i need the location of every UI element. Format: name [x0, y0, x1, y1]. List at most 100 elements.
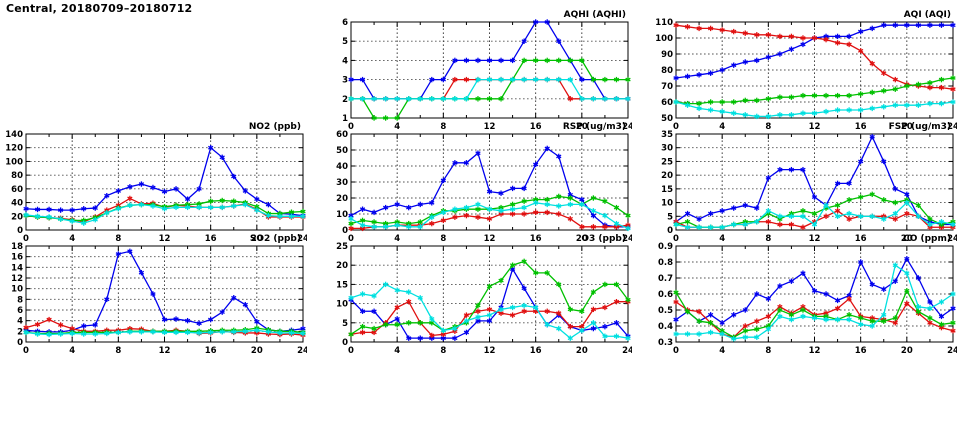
y-tick-label: 0: [667, 226, 673, 236]
x-tick-label: 4: [719, 346, 725, 356]
x-tick-label: 12: [809, 234, 821, 244]
x-tick-label: 24: [297, 346, 307, 356]
x-tick-label: 0: [23, 346, 29, 356]
y-tick-label: 10: [336, 210, 348, 220]
x-tick-label: 4: [394, 346, 400, 356]
series-blue: [673, 22, 956, 81]
x-tick-label: 8: [765, 122, 771, 132]
x-tick-label: 16: [205, 234, 217, 244]
y-tick-label: 110: [655, 18, 673, 28]
panel-o3: O3 (ppb) 0 5 10 15 20 25 0 4 8 12 16 20 24: [336, 234, 632, 356]
y-tick-label: 10: [661, 199, 673, 209]
x-tick-label: 24: [622, 234, 632, 244]
y-tick-label: 15: [661, 185, 673, 195]
series-cyan: [348, 76, 631, 102]
y-tick-label: 0.6: [658, 290, 673, 300]
y-tick-label: 0: [17, 338, 23, 348]
x-tick-label: 20: [576, 234, 588, 244]
y-tick-label: 0: [17, 226, 23, 236]
x-tick-label: 8: [440, 122, 446, 132]
x-tick-label: 12: [159, 346, 171, 356]
x-tick-label: 4: [69, 346, 75, 356]
series-green: [348, 258, 631, 338]
y-tick-label: 5: [667, 212, 673, 222]
panel-aqi: AQI (AQI) 50 60 70 80 90 100 110 0 4 8 12 16 20 24: [655, 10, 957, 132]
y-tick-label: 70: [661, 82, 673, 92]
x-tick-label: 24: [947, 346, 957, 356]
y-tick-label: 0: [342, 338, 348, 348]
panel-rsp: RSP (ug/m3) 0 10 20 30 40 50 60 0 4 8 12 16 20 24: [336, 122, 632, 244]
x-tick-label: 8: [115, 346, 121, 356]
series-cyan: [23, 201, 306, 226]
y-tick-label: 20: [661, 171, 673, 181]
x-tick-label: 0: [23, 234, 29, 244]
y-tick-label: 0.7: [658, 274, 673, 284]
y-tick-label: 12: [11, 274, 23, 284]
series-cyan: [673, 99, 956, 120]
x-tick-label: 12: [484, 122, 496, 132]
y-tick-label: 14: [11, 263, 23, 273]
y-tick-label: 5: [342, 319, 348, 329]
y-tick-label: 6: [342, 18, 348, 28]
y-tick-label: 0.8: [658, 258, 673, 268]
y-tick-label: 16: [11, 253, 23, 263]
x-tick-label: 16: [530, 234, 542, 244]
series-red: [348, 298, 631, 339]
y-tick-label: 10: [11, 285, 23, 295]
y-tick-label: 18: [11, 242, 23, 252]
panel-title-aqhi: AQHI (AQHI): [563, 10, 626, 20]
x-tick-label: 24: [297, 234, 307, 244]
y-tick-label: 20: [11, 212, 23, 222]
x-tick-label: 24: [947, 234, 957, 244]
x-tick-label: 8: [440, 346, 446, 356]
x-tick-label: 20: [576, 346, 588, 356]
x-tick-label: 20: [251, 346, 263, 356]
series-green: [673, 75, 956, 107]
panel-aqhi: AQHI (AQHI) 1 2 3 4 5 6 0 4 8 12 16 20 24: [342, 10, 632, 132]
chart-o3: 0 5 10 15 20 25 0 4 8 12 16 20 24: [336, 242, 632, 356]
x-tick-label: 24: [622, 122, 632, 132]
x-tick-label: 0: [673, 346, 679, 356]
x-tick-label: 8: [440, 234, 446, 244]
y-tick-label: 120: [5, 144, 23, 154]
x-tick-label: 12: [484, 346, 496, 356]
x-tick-label: 16: [205, 346, 217, 356]
y-tick-label: 20: [336, 194, 348, 204]
y-tick-label: 25: [336, 242, 348, 252]
y-tick-label: 2: [342, 95, 348, 105]
panel-title-o3: O3 (ppb): [581, 234, 626, 244]
x-tick-label: 4: [69, 234, 75, 244]
y-tick-label: 25: [661, 157, 673, 167]
x-tick-label: 4: [719, 234, 725, 244]
x-tick-label: 12: [159, 234, 171, 244]
y-tick-label: 0.4: [658, 322, 673, 332]
x-tick-label: 20: [251, 234, 263, 244]
y-tick-label: 3: [342, 76, 348, 86]
x-tick-label: 4: [719, 122, 725, 132]
y-tick-label: 30: [336, 178, 348, 188]
x-tick-label: 8: [765, 234, 771, 244]
y-tick-label: 50: [336, 146, 348, 156]
x-tick-label: 12: [809, 346, 821, 356]
y-tick-label: 80: [11, 171, 23, 181]
y-tick-label: 0.9: [658, 242, 673, 252]
y-tick-label: 6: [17, 306, 23, 316]
y-tick-label: 5: [342, 37, 348, 47]
page-title: Central, 20180709–20180712: [6, 2, 193, 15]
y-tick-label: 100: [5, 157, 23, 167]
panel-title-fsp: FSP (ug/m3): [888, 122, 951, 132]
panel-title-rsp: RSP (ug/m3): [562, 122, 626, 132]
y-tick-label: 2: [17, 327, 23, 337]
y-tick-label: 40: [336, 162, 348, 172]
x-tick-label: 0: [348, 346, 354, 356]
y-tick-label: 20: [336, 261, 348, 271]
y-tick-label: 4: [17, 317, 23, 327]
x-tick-label: 8: [115, 234, 121, 244]
y-tick-label: 60: [661, 98, 673, 108]
y-tick-label: 90: [661, 50, 673, 60]
panel-fsp: FSP (ug/m3) 0 5 10 15 20 25 30 35 0 4 8 12 16 20 24: [661, 122, 957, 244]
x-tick-label: 16: [855, 122, 867, 132]
y-tick-label: 40: [11, 199, 23, 209]
x-tick-label: 0: [348, 122, 354, 132]
